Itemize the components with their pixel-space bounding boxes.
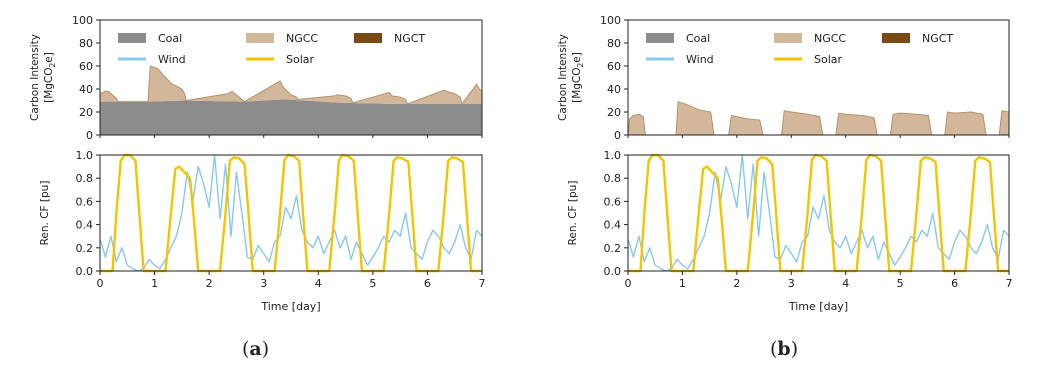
- coal-area-0: [100, 99, 482, 135]
- carbon-ytick-label-0-5: 100: [72, 14, 93, 27]
- carbon-plot-frame-0: [99, 19, 483, 136]
- legend-label-ngct-1: NGCT: [922, 32, 953, 45]
- carbon-ytick-label-1-2: 40: [607, 83, 621, 96]
- cf-xlabel-0: Time [day]: [260, 300, 320, 313]
- cf-xtick-label-1-2: 2: [733, 277, 740, 290]
- cf-xtick-label-0-2: 2: [206, 277, 213, 290]
- cf-plot-frame-0: [99, 154, 483, 272]
- legend-label-solar-0: Solar: [286, 53, 315, 66]
- carbon-ytick-label-0-0: 0: [86, 129, 93, 142]
- legend-label-ngct-0: NGCT: [394, 32, 425, 45]
- cf-ytick-label-0-3: 0.6: [76, 195, 94, 208]
- cf-ytick-label-1-2: 0.4: [604, 219, 622, 232]
- cf-xtick-label-0-5: 5: [369, 277, 376, 290]
- carbon-ylabel-line1-0: Carbon Intensity: [29, 34, 41, 121]
- cf-xtick-label-1-7: 7: [1006, 277, 1013, 290]
- panel-caption-b: (b): [770, 338, 799, 360]
- legend-label-wind-1: Wind: [686, 53, 714, 66]
- cf-ylabel-0: Ren. CF [pu]: [39, 181, 51, 246]
- legend-label-coal-1: Coal: [686, 32, 710, 45]
- cf-xlabel-1: Time [day]: [788, 300, 848, 313]
- panel-caption-a: (a): [242, 338, 270, 360]
- cf-ytick-label-0-5: 1.0: [76, 149, 94, 162]
- legend-swatch-ngcc-1: [774, 33, 802, 43]
- cf-ytick-label-1-0: 0.0: [604, 265, 622, 278]
- cf-ytick-label-0-0: 0.0: [76, 265, 94, 278]
- cf-ylabel-1: Ren. CF [pu]: [567, 181, 579, 246]
- carbon-ylabel-line1-1: Carbon Intensity: [557, 34, 569, 121]
- wind-line-0: [99, 154, 483, 272]
- cf-ytick-label-0-4: 0.8: [76, 172, 94, 185]
- carbon-plot-frame-1: [627, 19, 1010, 136]
- cf-xtick-label-0-7: 7: [479, 277, 486, 290]
- cf-ytick-label-0-2: 0.4: [76, 219, 94, 232]
- legend-label-ngcc-1: NGCC: [814, 32, 846, 45]
- legend-label-ngcc-0: NGCC: [286, 32, 318, 45]
- wind-line-1: [627, 154, 1010, 272]
- cf-xtick-label-1-0: 0: [625, 277, 632, 290]
- cf-ytick-label-1-5: 1.0: [604, 149, 622, 162]
- carbon-ytick-label-1-1: 20: [607, 106, 621, 119]
- cf-ytick-label-1-4: 0.8: [604, 172, 622, 185]
- legend-swatch-ngct-1: [882, 33, 910, 43]
- carbon-ytick-label-0-4: 80: [79, 37, 93, 50]
- cf-ytick-label-1-1: 0.2: [604, 242, 622, 255]
- carbon-ylabel-line2-1: [MgCO2e]: [571, 52, 585, 103]
- legend-label-coal-0: Coal: [158, 32, 182, 45]
- ngcc-area-0: [100, 66, 482, 104]
- cf-xtick-label-1-4: 4: [842, 277, 849, 290]
- cf-xtick-label-0-1: 1: [151, 277, 158, 290]
- legend-swatch-coal-1: [646, 33, 674, 43]
- cf-xtick-label-1-1: 1: [679, 277, 686, 290]
- carbon-ytick-label-1-0: 0: [614, 129, 621, 142]
- cf-xtick-label-0-6: 6: [424, 277, 431, 290]
- cf-xtick-label-1-6: 6: [951, 277, 958, 290]
- legend-swatch-ngcc-0: [246, 33, 274, 43]
- carbon-ytick-label-0-2: 40: [79, 83, 93, 96]
- cf-xtick-label-0-3: 3: [260, 277, 267, 290]
- cf-plot-frame-1: [627, 154, 1010, 272]
- carbon-ylabel-line2-0: [MgCO2e]: [43, 52, 57, 103]
- legend-label-solar-1: Solar: [814, 53, 843, 66]
- ngcc-area-1: [628, 101, 1009, 135]
- ngcc-edge-1: [627, 100, 1010, 136]
- carbon-ytick-label-1-5: 100: [600, 14, 621, 27]
- carbon-ytick-label-0-1: 20: [79, 106, 93, 119]
- legend-swatch-coal-0: [118, 33, 146, 43]
- cf-ytick-label-0-1: 0.2: [76, 242, 94, 255]
- carbon-ytick-label-1-3: 60: [607, 60, 621, 73]
- legend-swatch-ngct-0: [354, 33, 382, 43]
- cf-xtick-label-1-3: 3: [788, 277, 795, 290]
- solar-line-1: [628, 153, 1009, 273]
- cf-ytick-label-1-3: 0.6: [604, 195, 622, 208]
- cf-xtick-label-0-4: 4: [315, 277, 322, 290]
- legend-label-wind-0: Wind: [158, 53, 186, 66]
- carbon-ytick-label-0-3: 60: [79, 60, 93, 73]
- solar-line-0: [100, 153, 482, 273]
- cf-xtick-label-1-5: 5: [897, 277, 904, 290]
- carbon-ytick-label-1-4: 80: [607, 37, 621, 50]
- cf-xtick-label-0-0: 0: [97, 277, 104, 290]
- ngcc-edge-0: [99, 65, 483, 106]
